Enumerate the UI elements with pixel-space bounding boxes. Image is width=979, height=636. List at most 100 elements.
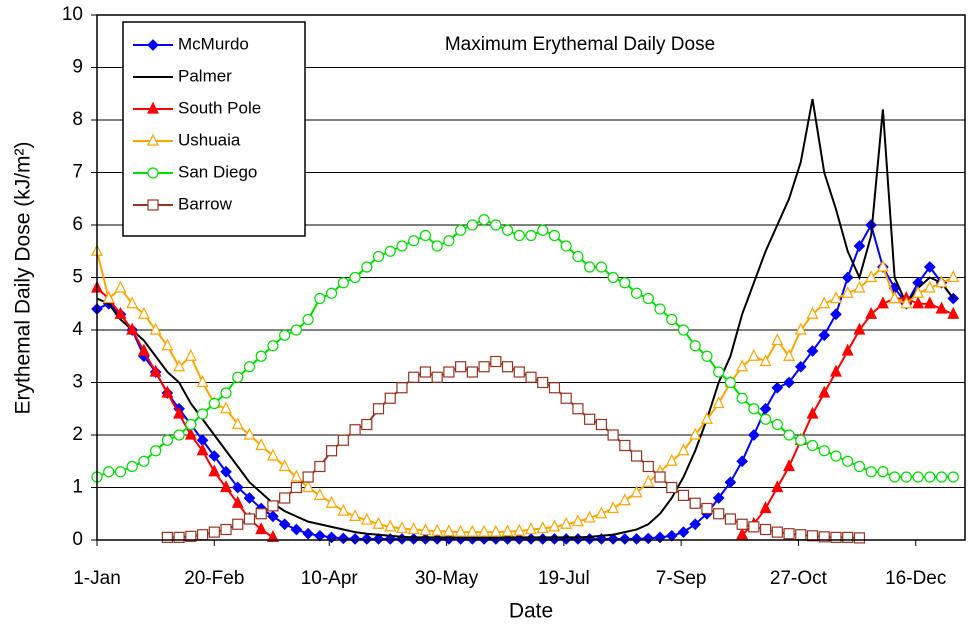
marker bbox=[818, 531, 830, 543]
marker bbox=[349, 509, 362, 521]
marker bbox=[185, 530, 197, 542]
marker bbox=[361, 418, 373, 431]
marker bbox=[278, 518, 291, 531]
marker bbox=[947, 471, 959, 483]
marker bbox=[748, 429, 760, 441]
marker bbox=[267, 510, 279, 523]
marker bbox=[442, 524, 455, 537]
marker bbox=[126, 460, 138, 473]
marker bbox=[279, 492, 291, 504]
marker bbox=[947, 270, 960, 283]
marker bbox=[220, 387, 232, 399]
marker bbox=[490, 219, 502, 231]
x-tick-label: 30-May bbox=[415, 568, 479, 589]
marker bbox=[736, 359, 749, 372]
y-tick-label: 7 bbox=[72, 162, 83, 183]
legend-label: Barrow bbox=[178, 194, 233, 213]
marker bbox=[408, 235, 420, 247]
marker bbox=[489, 524, 502, 537]
marker bbox=[689, 497, 701, 509]
marker bbox=[537, 224, 549, 236]
marker bbox=[255, 438, 268, 451]
marker bbox=[841, 343, 854, 356]
marker bbox=[713, 508, 725, 520]
marker bbox=[243, 361, 256, 373]
marker bbox=[771, 333, 784, 346]
x-tick-label: 1-Jan bbox=[73, 568, 121, 589]
marker bbox=[384, 392, 396, 404]
marker bbox=[736, 455, 748, 468]
marker bbox=[501, 224, 514, 236]
marker bbox=[478, 214, 490, 226]
marker bbox=[818, 445, 830, 457]
x-tick-label: 16-Dec bbox=[885, 568, 946, 589]
marker bbox=[408, 371, 420, 383]
y-tick-label: 2 bbox=[72, 424, 83, 445]
marker bbox=[501, 361, 514, 373]
marker bbox=[818, 296, 831, 309]
marker bbox=[666, 313, 678, 326]
marker bbox=[771, 526, 783, 538]
marker bbox=[360, 512, 373, 525]
marker bbox=[923, 280, 936, 293]
marker bbox=[361, 261, 373, 273]
marker bbox=[654, 303, 666, 315]
marker bbox=[536, 521, 549, 534]
marker bbox=[842, 455, 854, 467]
x-tick-label: 7-Sep bbox=[656, 568, 707, 589]
marker bbox=[654, 471, 666, 483]
marker bbox=[912, 471, 924, 483]
marker bbox=[642, 292, 654, 305]
marker bbox=[771, 381, 784, 394]
y-tick-label: 6 bbox=[72, 214, 83, 235]
marker bbox=[865, 270, 878, 283]
marker bbox=[571, 514, 584, 527]
marker bbox=[255, 350, 267, 362]
y-tick-label: 4 bbox=[72, 319, 83, 340]
marker bbox=[466, 366, 478, 378]
marker bbox=[935, 471, 948, 483]
marker bbox=[783, 429, 795, 441]
marker bbox=[302, 527, 314, 540]
marker bbox=[231, 481, 244, 494]
marker bbox=[349, 533, 361, 545]
marker bbox=[665, 529, 678, 542]
marker bbox=[865, 466, 877, 478]
marker bbox=[666, 481, 678, 494]
marker bbox=[618, 493, 631, 506]
marker bbox=[419, 523, 432, 536]
marker bbox=[759, 501, 772, 514]
marker bbox=[255, 508, 267, 520]
marker bbox=[677, 443, 690, 456]
marker bbox=[830, 291, 842, 304]
marker bbox=[912, 296, 925, 309]
marker bbox=[232, 371, 244, 383]
marker bbox=[900, 471, 912, 483]
marker bbox=[900, 296, 913, 309]
marker bbox=[232, 518, 244, 530]
marker bbox=[173, 429, 185, 441]
marker bbox=[865, 306, 878, 319]
legend-label: McMurdo bbox=[178, 34, 249, 53]
marker bbox=[595, 506, 608, 519]
marker bbox=[266, 530, 279, 542]
marker bbox=[185, 418, 197, 431]
marker bbox=[630, 485, 643, 498]
marker bbox=[196, 375, 209, 388]
marker bbox=[806, 439, 819, 452]
marker bbox=[677, 324, 690, 336]
marker bbox=[947, 306, 960, 319]
marker bbox=[876, 296, 889, 309]
marker bbox=[736, 527, 749, 540]
marker bbox=[853, 322, 866, 335]
marker bbox=[759, 413, 772, 425]
marker bbox=[372, 250, 385, 263]
marker bbox=[372, 533, 385, 545]
marker bbox=[325, 495, 338, 508]
marker bbox=[137, 306, 150, 319]
marker bbox=[103, 466, 115, 478]
marker bbox=[431, 371, 443, 383]
y-tick-label: 3 bbox=[72, 372, 83, 393]
marker bbox=[736, 392, 748, 404]
marker bbox=[102, 291, 115, 304]
